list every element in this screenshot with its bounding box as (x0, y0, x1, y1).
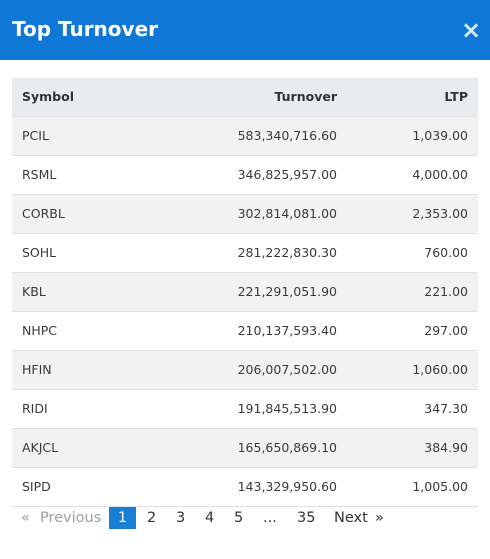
table-cell: 2,353.00 (412, 206, 468, 221)
table-cell: RIDI (22, 401, 48, 416)
page-link[interactable]: 5 (234, 510, 244, 526)
table-row (12, 468, 478, 507)
table-cell: 210,137,593.40 (237, 323, 337, 338)
table-cell: SOHL (22, 245, 57, 260)
first-page[interactable]: « (21, 510, 30, 526)
table-cell: 384.90 (424, 440, 468, 455)
close-button[interactable]: × (461, 16, 482, 44)
table-cell: PCIL (22, 128, 49, 143)
modal-header (0, 0, 490, 60)
table-cell: 4,000.00 (412, 167, 468, 182)
table-cell: 206,007,502.00 (237, 362, 337, 377)
table-cell: 302,814,081.00 (237, 206, 337, 221)
column-header: Turnover (274, 89, 338, 104)
table-cell: 281,222,830.30 (237, 245, 337, 260)
page-link[interactable]: ... (263, 510, 277, 526)
table-cell: 143,329,950.60 (237, 479, 337, 494)
table-cell: NHPC (22, 323, 58, 338)
table-cell: AKJCL (22, 440, 59, 455)
modal-title: Top Turnover (12, 17, 158, 41)
table-cell: 221.00 (424, 284, 468, 299)
table-cell: HFIN (22, 362, 52, 377)
table-cell: KBL (22, 284, 46, 299)
table-row (12, 351, 478, 390)
page-link[interactable]: 3 (176, 510, 186, 526)
table-row (12, 117, 478, 156)
table-row (12, 390, 478, 429)
table-row (12, 312, 478, 351)
table-header-row (12, 78, 478, 117)
table-row (12, 273, 478, 312)
table-cell: 191,845,513.90 (237, 401, 337, 416)
table-cell: 297.00 (424, 323, 468, 338)
table-cell: 1,039.00 (412, 128, 468, 143)
table-cell: RSML (22, 167, 57, 182)
table-cell: 583,340,716.60 (237, 128, 337, 143)
table-row (12, 195, 478, 234)
last-page[interactable]: » (375, 510, 384, 526)
column-header: Symbol (22, 89, 74, 104)
table-row (12, 234, 478, 273)
table-cell: 165,650,869.10 (237, 440, 337, 455)
table-cell: 1,060.00 (412, 362, 468, 377)
column-header: LTP (444, 89, 468, 104)
table-cell: 346,825,957.00 (237, 167, 337, 182)
next-page[interactable]: Next (334, 510, 368, 526)
table-cell: CORBL (22, 206, 65, 221)
previous-page[interactable]: Previous (40, 510, 102, 526)
table-cell: SIPD (22, 479, 51, 494)
table-cell: 760.00 (424, 245, 468, 260)
page-link[interactable]: 1 (109, 507, 136, 529)
page-link[interactable]: 4 (205, 510, 215, 526)
table-cell: 221,291,051.90 (237, 284, 337, 299)
table-row (12, 156, 478, 195)
table-cell: 347.30 (424, 401, 468, 416)
page-link[interactable]: 35 (297, 510, 316, 526)
table-cell: 1,005.00 (412, 479, 468, 494)
table-row (12, 429, 478, 468)
page-link[interactable]: 2 (147, 510, 157, 526)
